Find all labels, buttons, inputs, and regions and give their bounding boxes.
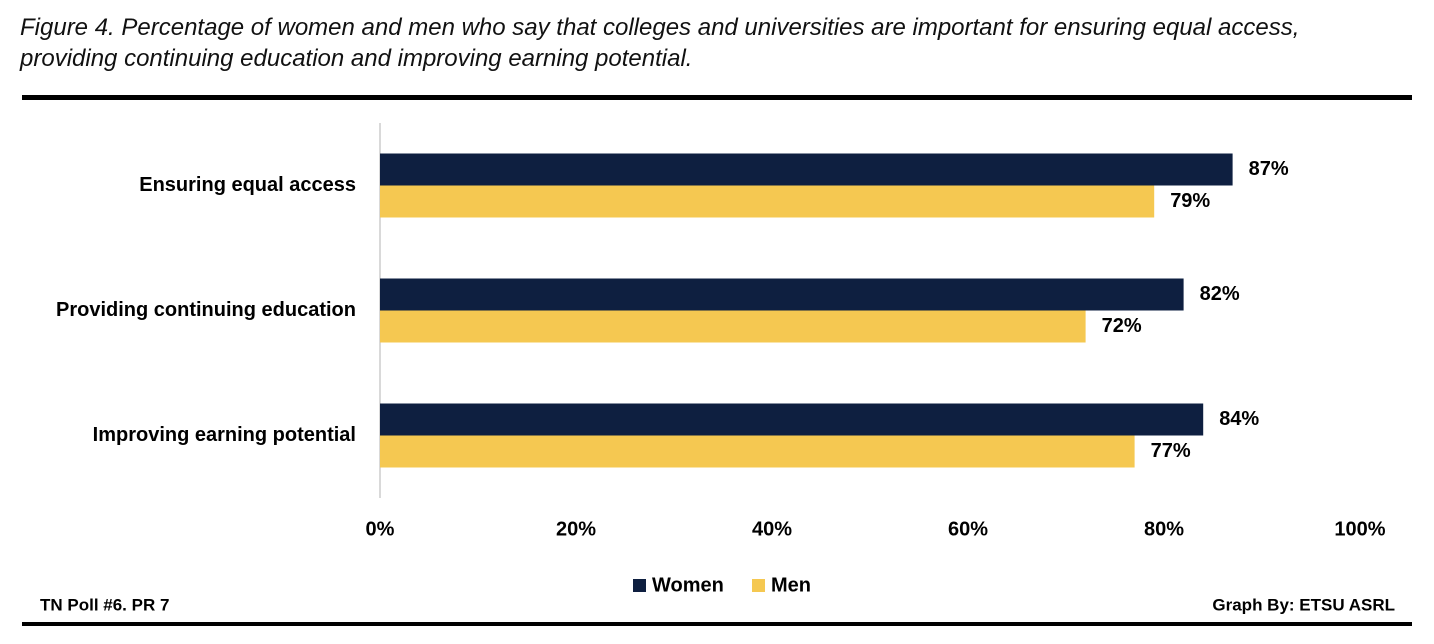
y-tick-label: Ensuring equal access: [139, 174, 356, 196]
x-tick-label: 0%: [366, 518, 395, 540]
value-label: 82%: [1200, 283, 1240, 305]
y-tick-label: Improving earning potential: [93, 424, 356, 446]
x-tick-label: 40%: [752, 518, 792, 540]
x-tick-label: 80%: [1144, 518, 1184, 540]
chart-title: Figure 4. Percentage of women and men wh…: [20, 14, 1300, 72]
legend-swatch: [633, 579, 646, 592]
value-label: 72%: [1102, 315, 1142, 337]
value-label: 87%: [1249, 158, 1289, 180]
x-tick-label: 20%: [556, 518, 596, 540]
bar: [380, 153, 1233, 186]
credit-note: Graph By: ETSU ASRL: [1212, 595, 1395, 614]
bar: [380, 310, 1086, 343]
value-label: 77%: [1151, 440, 1191, 462]
legend-label: Men: [771, 574, 811, 596]
x-tick-label: 100%: [1334, 518, 1385, 540]
legend-swatch: [752, 579, 765, 592]
value-label: 79%: [1170, 190, 1210, 212]
x-tick-label: 60%: [948, 518, 988, 540]
value-label: 84%: [1219, 408, 1259, 430]
bar: [380, 403, 1204, 436]
top-rule: [22, 95, 1412, 100]
source-note: TN Poll #6. PR 7: [40, 595, 169, 614]
legend-label: Women: [652, 574, 724, 596]
bar: [380, 435, 1135, 468]
y-tick-label: Providing continuing education: [56, 299, 356, 321]
bar: [380, 185, 1155, 218]
bar: [380, 278, 1184, 311]
bottom-rule: [22, 622, 1412, 626]
